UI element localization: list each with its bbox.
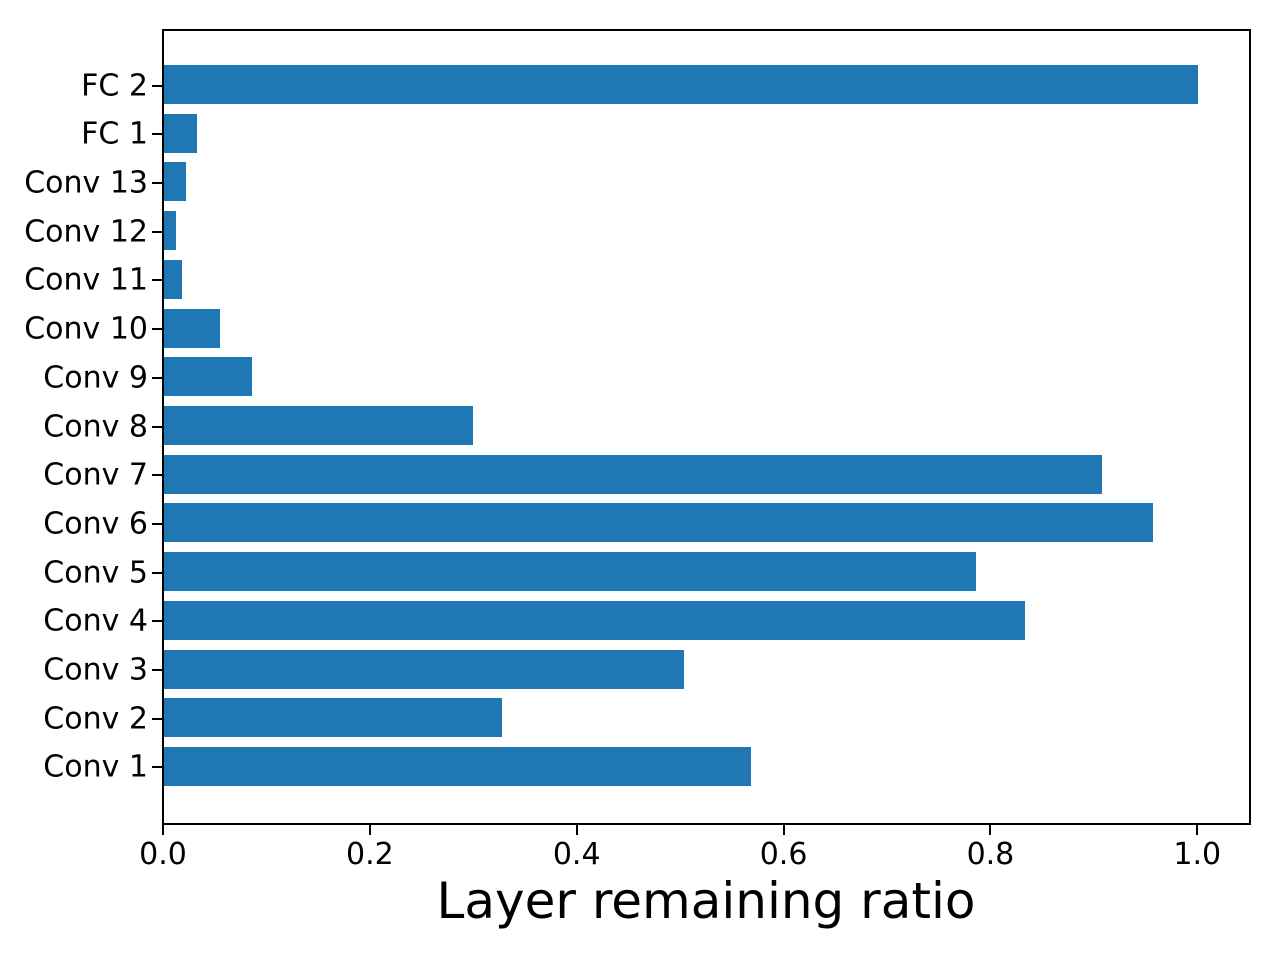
y-tick-label: Conv 11 — [24, 262, 148, 298]
y-tick-label: Conv 3 — [43, 652, 148, 688]
x-tick-mark — [989, 825, 992, 835]
y-tick-label: Conv 13 — [24, 165, 148, 201]
bar — [164, 649, 685, 689]
y-tick-mark — [152, 425, 162, 428]
x-tick-mark — [368, 825, 371, 835]
y-tick-mark — [152, 181, 162, 184]
y-tick-label: Conv 6 — [43, 506, 148, 542]
y-tick-label: Conv 1 — [43, 749, 148, 785]
y-tick-label: FC 1 — [81, 116, 148, 152]
bar — [164, 259, 182, 299]
x-tick-label: 0.6 — [759, 837, 808, 872]
x-tick-label: 0.8 — [966, 837, 1015, 872]
y-tick-mark — [152, 230, 162, 233]
x-tick-mark — [162, 825, 164, 835]
bar — [164, 698, 503, 738]
x-tick-label: 1.0 — [1173, 837, 1222, 872]
y-tick-mark — [152, 766, 162, 769]
x-tick-mark — [782, 825, 785, 835]
y-tick-mark — [152, 522, 162, 525]
y-tick-label: Conv 12 — [24, 214, 148, 250]
bar — [164, 211, 177, 251]
plot-area — [162, 29, 1251, 825]
y-tick-mark — [152, 474, 162, 477]
y-tick-mark — [152, 328, 162, 331]
x-tick-label: 0.0 — [139, 837, 187, 872]
bar — [164, 406, 474, 445]
y-tick-label: Conv 10 — [24, 311, 148, 347]
y-tick-label: Conv 7 — [43, 457, 148, 493]
y-tick-mark — [152, 133, 162, 136]
y-tick-mark — [152, 669, 162, 672]
bar — [164, 162, 186, 202]
y-tick-mark — [152, 571, 162, 574]
y-tick-mark — [152, 279, 162, 282]
bar — [164, 113, 198, 153]
bar — [164, 600, 1025, 640]
x-tick-mark — [575, 825, 578, 835]
bar — [164, 454, 1103, 494]
bar — [164, 357, 252, 397]
y-tick-mark — [152, 376, 162, 379]
x-tick-label: 0.2 — [345, 837, 394, 872]
bar — [164, 503, 1153, 543]
bar — [164, 746, 752, 786]
y-tick-mark — [152, 84, 162, 87]
y-tick-label: Conv 2 — [43, 701, 148, 737]
x-tick-mark — [1196, 825, 1199, 835]
y-tick-label: Conv 9 — [43, 360, 148, 396]
y-tick-label: Conv 4 — [43, 603, 148, 639]
x-axis-label: Layer remaining ratio — [436, 872, 976, 930]
bar — [164, 308, 220, 348]
y-tick-mark — [152, 620, 162, 623]
x-tick-label: 0.4 — [552, 837, 601, 872]
y-tick-mark — [152, 717, 162, 720]
y-tick-label: Conv 5 — [43, 555, 148, 591]
y-tick-label: Conv 8 — [43, 409, 148, 444]
bar — [164, 552, 976, 592]
bar — [164, 65, 1199, 104]
y-tick-label: FC 2 — [81, 68, 148, 104]
